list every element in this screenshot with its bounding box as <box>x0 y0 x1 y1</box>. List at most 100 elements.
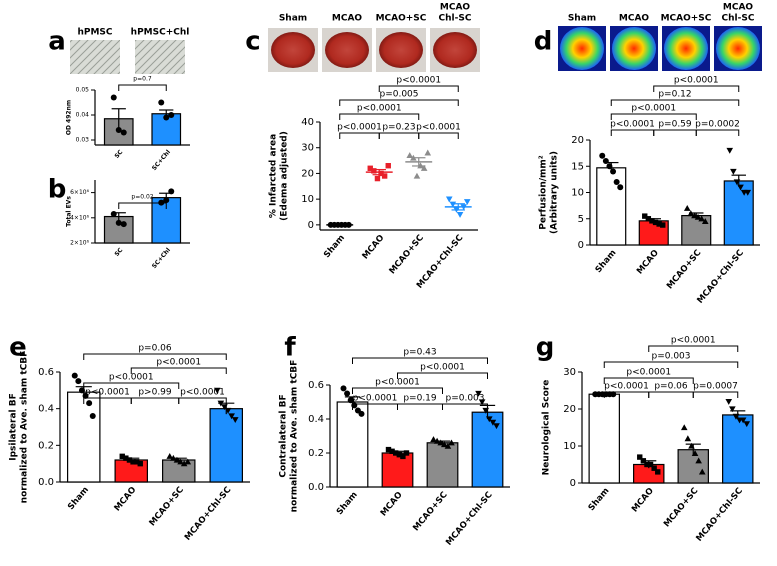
y-tick-label: 0.0 <box>308 482 324 493</box>
x-tick-label: MCAO+Chl-SC <box>694 486 745 544</box>
x-tick-label: MCAO+SC <box>147 485 186 528</box>
data-point <box>213 387 221 394</box>
data-point <box>730 168 737 175</box>
image-caption: MCAO+SC <box>661 14 712 24</box>
data-point <box>729 406 736 413</box>
significance-bracket <box>83 353 227 360</box>
p-value: p<0.0001 <box>156 358 201 368</box>
x-tick-label: Sham <box>322 233 347 260</box>
p-value: p=0.7 <box>133 76 152 83</box>
data-point <box>120 129 127 136</box>
p-value: p<0.0001 <box>631 104 676 114</box>
p-value: p=0.06 <box>654 382 688 392</box>
p-value: p=0.06 <box>138 344 172 354</box>
data-point <box>732 413 740 420</box>
y-tick-label: 0.6 <box>308 380 324 391</box>
significance-bracket <box>352 387 443 394</box>
data-point <box>389 448 395 454</box>
significance-bracket <box>339 132 380 139</box>
significance-bracket <box>695 129 740 136</box>
panel-label: d <box>534 27 553 57</box>
significance-bracket <box>442 403 488 410</box>
data-point <box>371 168 377 174</box>
data-point <box>475 390 482 397</box>
p-value: p=0.003 <box>651 352 690 362</box>
data-point <box>424 149 432 156</box>
data-point <box>733 179 741 186</box>
data-point <box>221 404 228 411</box>
data-point <box>701 218 709 224</box>
significance-bracket <box>339 113 420 120</box>
data-point <box>449 201 457 208</box>
data-point <box>433 437 441 444</box>
p-value: p=0.003 <box>445 394 484 404</box>
y-tick-label: 15 <box>571 161 584 172</box>
y-axis-label: % Infarcted area <box>269 134 279 218</box>
bar <box>722 414 754 484</box>
data-point <box>82 392 89 399</box>
x-tick-label: MCAO+Chl-SC <box>183 485 234 543</box>
data-point <box>170 454 177 461</box>
data-point <box>698 468 706 475</box>
x-tick-label: SC <box>113 246 124 258</box>
p-value: p<0.0001 <box>396 76 441 86</box>
panel-label: c <box>245 27 260 57</box>
data-point <box>651 465 657 471</box>
significance-bracket <box>603 361 739 368</box>
x-tick-label: Sham <box>66 485 91 512</box>
data-point <box>637 454 643 460</box>
x-tick-label: MCAO <box>635 248 661 276</box>
panel-label: b <box>48 175 67 205</box>
data-point <box>345 221 352 228</box>
data-point <box>110 94 117 101</box>
x-tick-label: MCAO <box>630 486 656 514</box>
data-point <box>688 442 695 449</box>
y-tick-label: 30 <box>563 367 576 378</box>
y-tick-label: 2×10⁶ <box>70 240 89 247</box>
bar <box>209 408 244 483</box>
data-point <box>180 460 188 467</box>
x-tick-label: Sham <box>587 486 612 513</box>
data-point <box>163 197 170 204</box>
x-tick-label: MCAO <box>379 490 405 518</box>
bar <box>681 215 712 246</box>
y-tick-label: 0 <box>578 240 584 251</box>
data-point <box>168 112 175 118</box>
p-value: p=0.12 <box>658 90 691 100</box>
brain-slice <box>379 32 423 68</box>
significance-bracket <box>418 132 459 139</box>
p-value: p=0.005 <box>379 90 418 100</box>
significance-bracket <box>397 372 488 379</box>
x-tick-label: MCAO+SC <box>411 490 450 533</box>
data-point <box>448 439 455 446</box>
p-value: p<0.0001 <box>109 373 154 383</box>
image-caption: hPMSC+Chl <box>131 28 190 38</box>
perfusion-map <box>664 27 708 70</box>
y-tick-label: 5 <box>578 214 584 225</box>
p-value: p=0.0002 <box>695 120 740 130</box>
data-point <box>489 419 497 426</box>
data-point <box>374 175 381 182</box>
p-value: p<0.0001 <box>337 123 382 133</box>
y-axis-label: normalized to Ave. sham tCBF <box>290 360 300 513</box>
data-point <box>367 165 373 171</box>
data-point <box>217 400 225 407</box>
y-axis-label: normalized to Ave. sham tCBF <box>20 351 30 504</box>
significance-bracket <box>692 391 739 398</box>
y-tick-label: 20 <box>301 168 314 179</box>
x-tick-label: MCAO+Chl-SC <box>444 490 495 548</box>
y-tick-label: 10 <box>563 441 576 452</box>
data-point <box>228 413 235 420</box>
data-point <box>441 441 448 448</box>
y-tick-label: 0.03 <box>76 137 90 144</box>
significance-bracket <box>610 99 740 106</box>
significance-bracket <box>339 99 459 106</box>
data-point <box>656 221 662 227</box>
bar <box>426 442 459 488</box>
y-tick-label: 6×10⁶ <box>70 189 89 196</box>
data-point <box>110 211 117 218</box>
y-tick-label: 40 <box>301 117 314 128</box>
data-point <box>168 188 175 195</box>
data-point <box>694 213 702 220</box>
y-axis-label: OD 492nm <box>66 100 73 135</box>
